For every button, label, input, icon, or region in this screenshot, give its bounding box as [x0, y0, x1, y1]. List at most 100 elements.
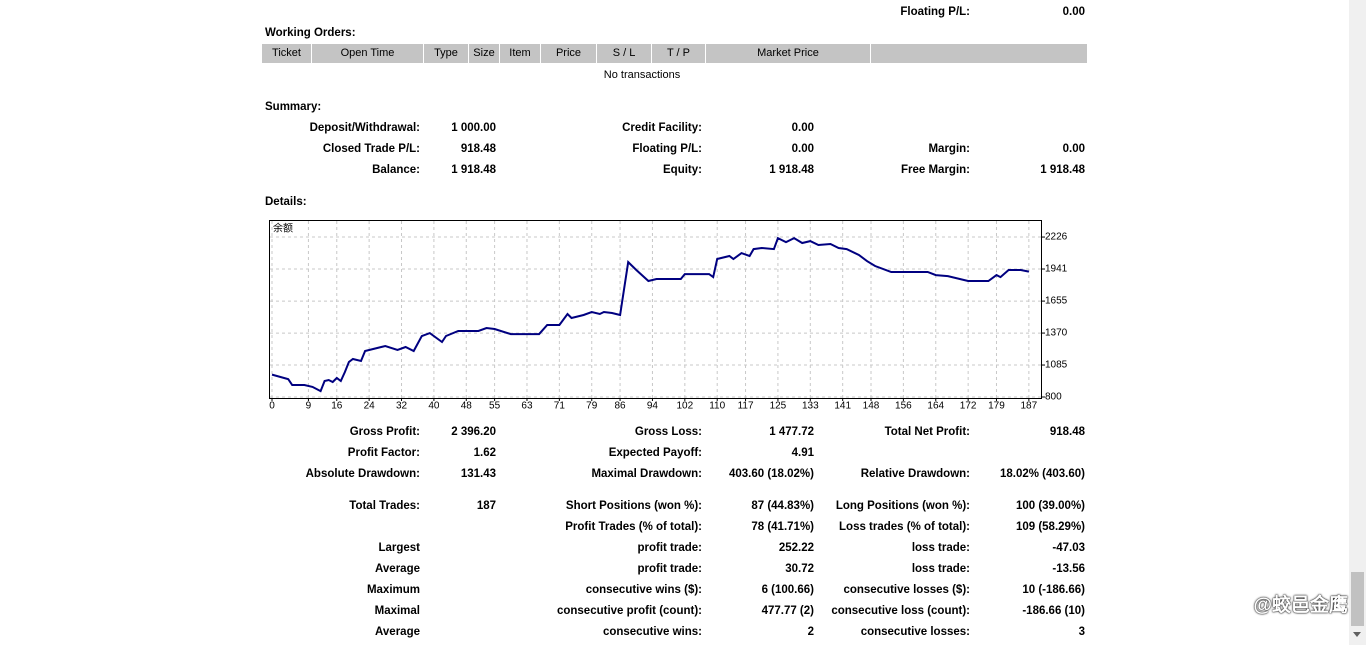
label: Largest	[378, 542, 420, 554]
value: 477.77 (2)	[761, 605, 814, 617]
label: consecutive losses:	[860, 626, 970, 638]
chart-frame	[269, 220, 1042, 399]
label: Deposit/Withdrawal:	[309, 122, 420, 134]
value: -186.66 (10)	[1022, 605, 1085, 617]
x-tick-label: 79	[586, 401, 598, 412]
label: Margin:	[928, 143, 970, 155]
x-tick-label: 172	[960, 401, 977, 412]
label: Average	[375, 626, 420, 638]
label: consecutive losses ($):	[843, 584, 970, 596]
label: Maximal	[374, 605, 420, 617]
x-tick-label: 86	[615, 401, 627, 412]
value: 2	[807, 626, 814, 638]
value: 1 918.48	[451, 164, 496, 176]
table-header-cell: Price	[541, 44, 597, 63]
value: 1 918.48	[1040, 164, 1085, 176]
scroll-thumb[interactable]	[1351, 572, 1364, 626]
value: 0.00	[791, 143, 814, 155]
y-tick-label: 800	[1045, 392, 1062, 403]
label: Floating P/L:	[900, 6, 970, 18]
x-tick-label: 179	[988, 401, 1005, 412]
label: Balance:	[372, 164, 420, 176]
label: Short Positions (won %):	[565, 500, 702, 512]
x-tick-label: 125	[770, 401, 787, 412]
label: consecutive profit (count):	[556, 605, 702, 617]
x-tick-label: 141	[834, 401, 851, 412]
empty-note: No transactions	[603, 69, 681, 81]
scroll-arrow[interactable]	[1353, 632, 1361, 637]
value: 4.91	[791, 447, 814, 459]
label: profit trade:	[637, 542, 702, 554]
x-tick-label: 55	[489, 401, 501, 412]
y-tick-label: 1655	[1045, 296, 1068, 307]
value: 78 (41.71%)	[751, 521, 814, 533]
label: Total Trades:	[349, 500, 420, 512]
value: 18.02% (403.60)	[999, 468, 1085, 480]
table-header-cell: T / P	[652, 44, 706, 63]
value: 918.48	[1049, 426, 1085, 438]
section-title: Working Orders:	[265, 27, 356, 39]
x-tick-label: 156	[895, 401, 912, 412]
value: 1 477.72	[769, 426, 814, 438]
label: Relative Drawdown:	[860, 468, 970, 480]
value: 187	[476, 500, 496, 512]
value: 252.22	[778, 542, 814, 554]
label: Average	[375, 563, 420, 575]
y-tick-label: 1370	[1045, 328, 1068, 339]
x-tick-label: 102	[676, 401, 693, 412]
value: 1 918.48	[769, 164, 814, 176]
y-tick-label: 2226	[1045, 232, 1068, 243]
table-header-cell: Ticket	[262, 44, 312, 63]
x-tick-label: 48	[461, 401, 473, 412]
label: Gross Loss:	[634, 426, 702, 438]
label: consecutive wins:	[602, 626, 702, 638]
label: Gross Profit:	[349, 426, 420, 438]
label: Free Margin:	[900, 164, 970, 176]
label: Profit Trades (% of total):	[565, 521, 702, 533]
label: Equity:	[663, 164, 702, 176]
x-tick-label: 133	[802, 401, 819, 412]
balance-line	[271, 236, 1030, 393]
label: Long Positions (won %):	[835, 500, 970, 512]
x-tick-label: 110	[709, 401, 725, 412]
x-tick-label: 24	[364, 401, 376, 412]
value: 1.62	[473, 447, 496, 459]
value: 6 (100.66)	[761, 584, 814, 596]
series-label: 余额	[273, 222, 293, 235]
value: 100 (39.00%)	[1015, 500, 1085, 512]
x-tick-label: 148	[863, 401, 880, 412]
value: 2 396.20	[451, 426, 496, 438]
watermark: @蛟邑金鹰	[1253, 595, 1348, 616]
label: Absolute Drawdown:	[305, 468, 420, 480]
value: 87 (44.83%)	[751, 500, 814, 512]
label: Closed Trade P/L:	[322, 143, 420, 155]
value: 131.43	[460, 468, 496, 480]
value: 0.00	[1062, 143, 1085, 155]
value: 1 000.00	[451, 122, 496, 134]
table-header-cell: S / L	[597, 44, 652, 63]
x-tick-label: 32	[396, 401, 408, 412]
label: profit trade:	[637, 563, 702, 575]
label: Profit Factor:	[347, 447, 420, 459]
value: -47.03	[1052, 542, 1085, 554]
label: Expected Payoff:	[608, 447, 702, 459]
table-header-cell: Type	[424, 44, 469, 63]
x-tick-label: 187	[1021, 401, 1038, 412]
table-header-cell: Size	[469, 44, 500, 63]
x-tick-label: 0	[269, 401, 275, 412]
value: 3	[1078, 626, 1085, 638]
table-header-cell: Market Price	[706, 44, 871, 63]
value: 403.60 (18.02%)	[728, 468, 814, 480]
section-title: Summary:	[265, 101, 322, 113]
x-tick-label: 40	[428, 401, 440, 412]
value: 0.00	[1062, 6, 1085, 18]
x-tick-label: 117	[738, 401, 754, 412]
value: 109 (58.29%)	[1015, 521, 1085, 533]
value: 10 (-186.66)	[1022, 584, 1085, 596]
value: -13.56	[1052, 563, 1085, 575]
table-header-cell: Item	[500, 44, 541, 63]
x-tick-label: 9	[306, 401, 312, 412]
label: loss trade:	[911, 563, 970, 575]
scrollbar[interactable]	[1349, 0, 1366, 645]
